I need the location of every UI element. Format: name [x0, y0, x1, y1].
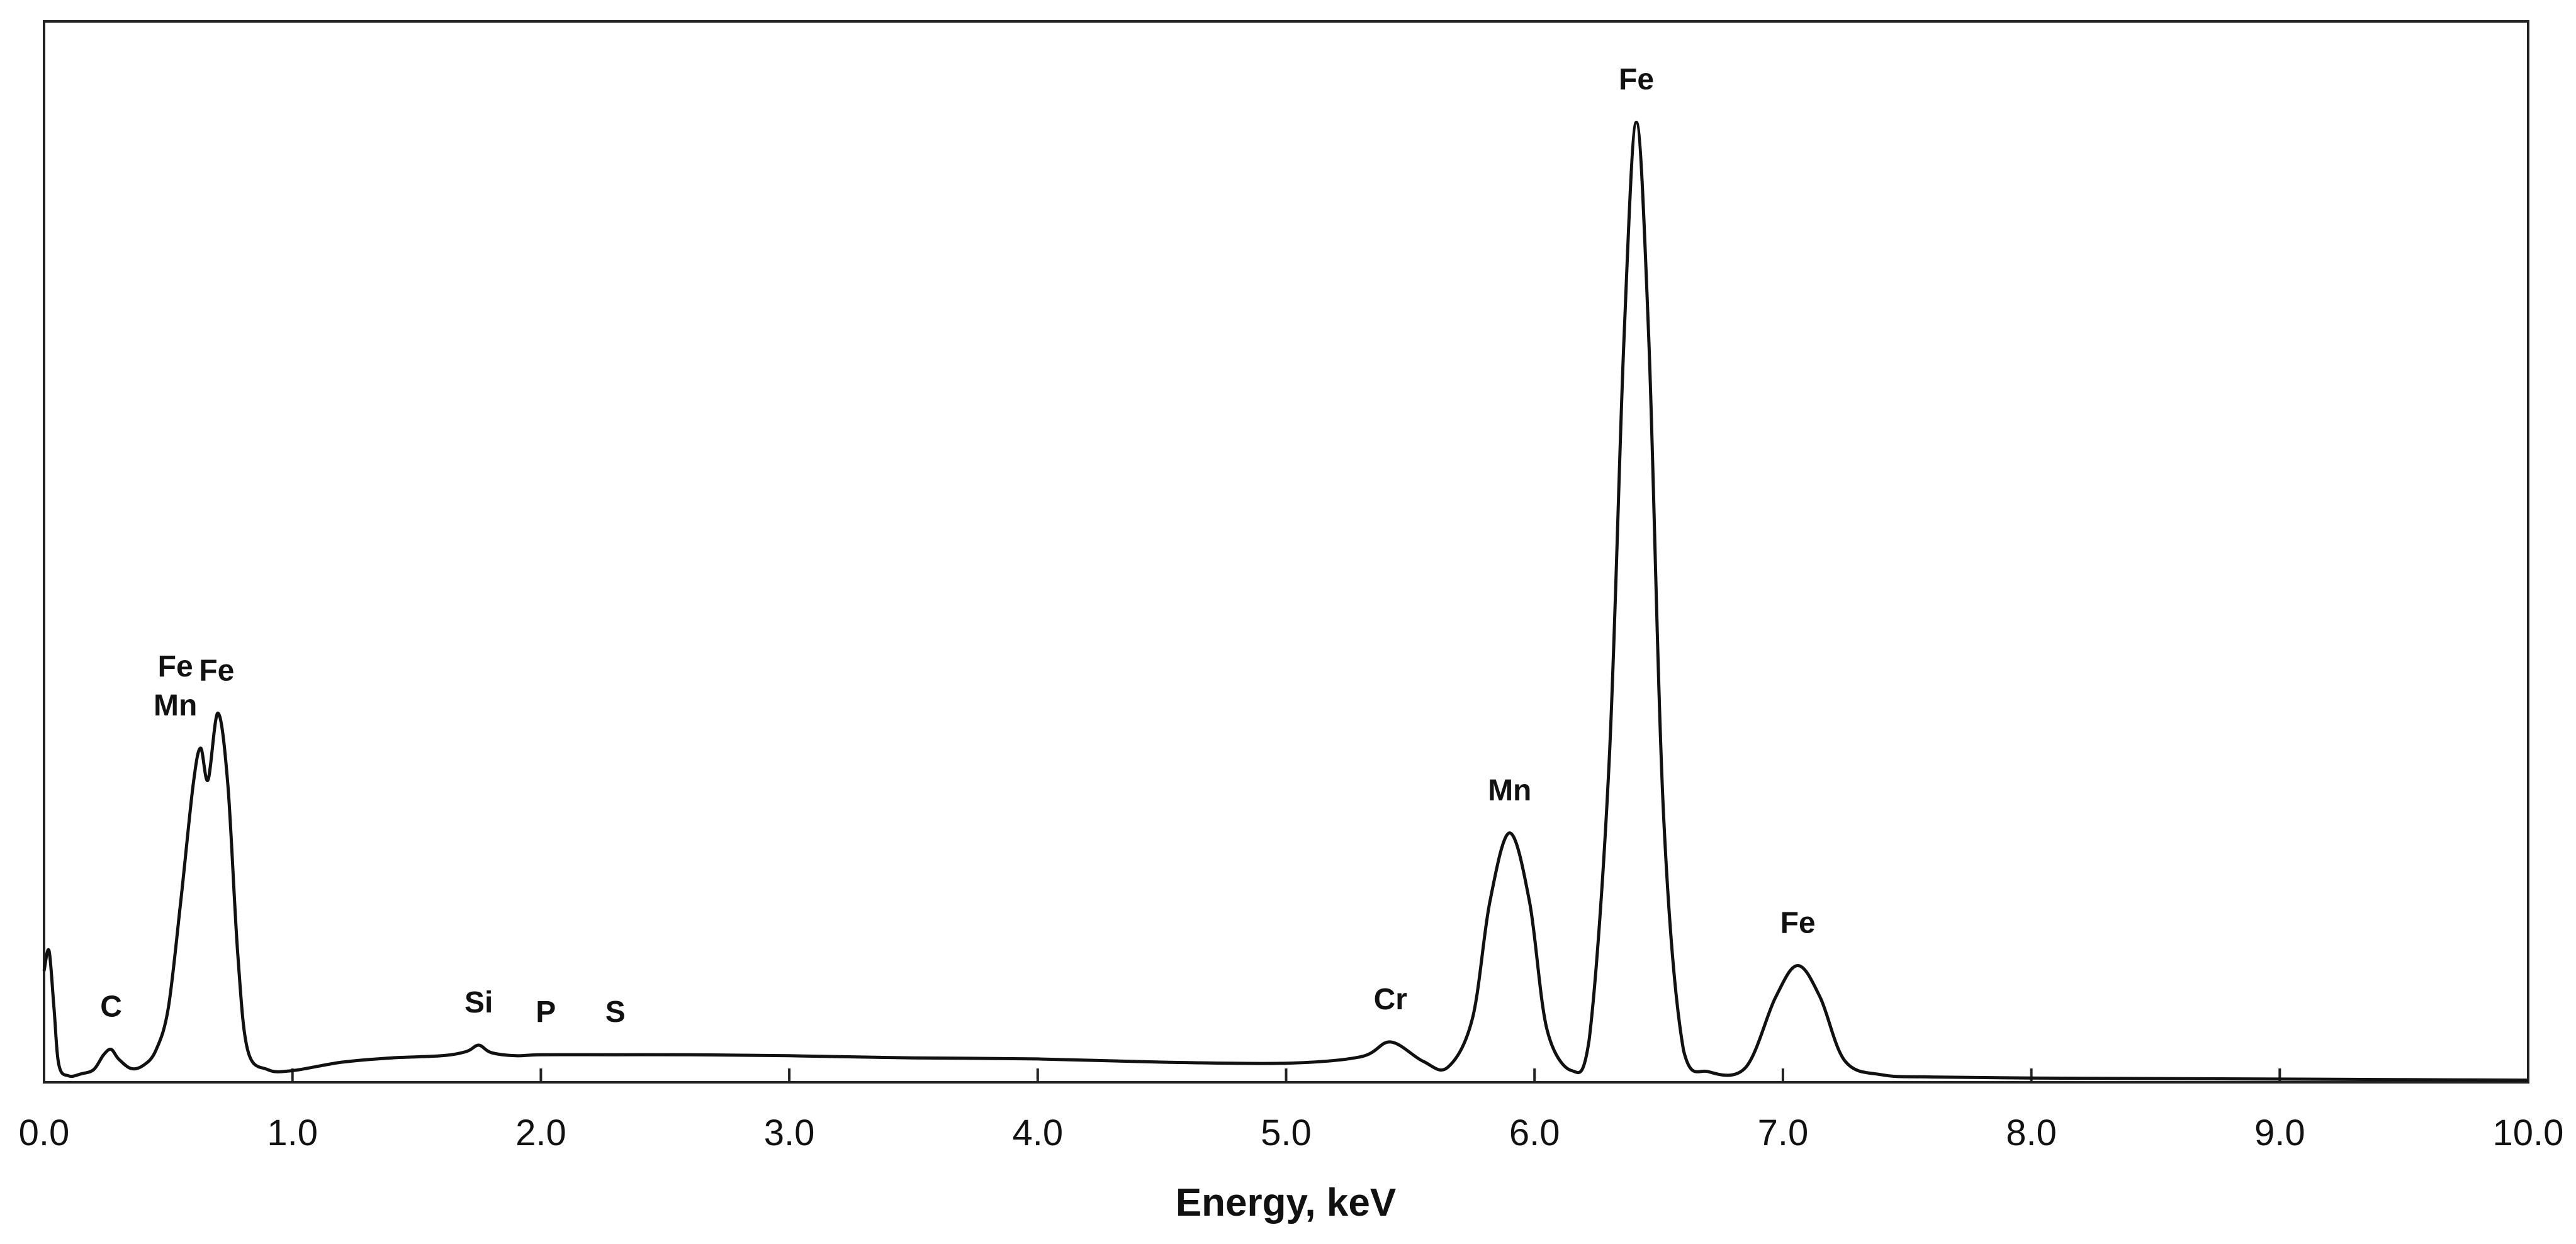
- x-tick-label-4: 4.0: [1012, 1112, 1063, 1153]
- x-axis-tick-labels: 0.0 1.0 2.0 3.0 4.0 5.0 6.0 7.0 8.0 9.0 10.0: [19, 1112, 2564, 1153]
- peak-label-0: C: [100, 990, 122, 1024]
- x-tick-label-0: 0.0: [19, 1112, 70, 1153]
- peak-label-2: Fe: [199, 654, 234, 687]
- x-axis-ticks: [43, 1068, 2529, 1082]
- x-tick-label-7: 7.0: [1758, 1112, 1809, 1153]
- x-tick-label-8: 8.0: [2006, 1112, 2057, 1153]
- peak-label-1: Fe Mn: [154, 650, 197, 722]
- plot-frame: [43, 20, 2529, 1084]
- spectrum-series-line: [42, 120, 2529, 1082]
- x-tick-label-10: 10.0: [2493, 1112, 2564, 1153]
- peak-label-5: S: [605, 995, 626, 1029]
- x-tick-label-2: 2.0: [515, 1112, 566, 1153]
- peak-label-7: Mn: [1488, 774, 1531, 807]
- x-tick-label-1: 1.0: [267, 1112, 318, 1153]
- x-tick-label-9: 9.0: [2254, 1112, 2305, 1153]
- x-axis-title: Energy, keV: [1176, 1181, 1396, 1224]
- peak-label-6: Cr: [1374, 983, 1407, 1016]
- peak-label-8: Fe: [1619, 63, 1654, 96]
- peak-label-9: Fe: [1780, 907, 1816, 940]
- x-tick-label-5: 5.0: [1261, 1112, 1312, 1153]
- x-tick-label-6: 6.0: [1509, 1112, 1560, 1153]
- peak-label-3: Si: [464, 986, 493, 1019]
- peak-label-4: P: [536, 995, 556, 1029]
- x-tick-label-3: 3.0: [764, 1112, 815, 1153]
